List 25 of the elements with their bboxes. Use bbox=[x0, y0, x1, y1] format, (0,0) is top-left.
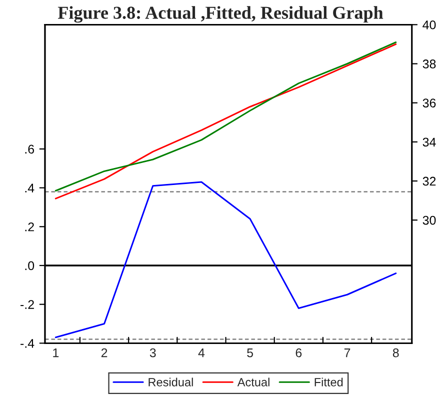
legend-label: Residual bbox=[148, 378, 193, 386]
y2-tick-label: 36 bbox=[422, 98, 436, 108]
x-tick-label: 3 bbox=[150, 348, 156, 358]
legend-label: Fitted bbox=[314, 378, 343, 386]
y2-tick-label: 30 bbox=[422, 216, 436, 225]
y-tick-label: .2 bbox=[25, 222, 34, 232]
y-tick-label: -.4 bbox=[20, 339, 34, 348]
chart-title: Figure 3.8: Actual ,Fitted, Residual Graph bbox=[58, 6, 384, 23]
y2-tick-label: 32 bbox=[422, 176, 436, 186]
x-tick-label: 8 bbox=[392, 348, 399, 358]
x-tick-label: 6 bbox=[296, 348, 302, 358]
line-series bbox=[54, 181, 397, 338]
legend-label: Actual bbox=[237, 378, 270, 386]
x-tick-label: 4 bbox=[198, 348, 205, 358]
y-tick-label: .0 bbox=[25, 261, 34, 270]
y-tick-label: -.2 bbox=[20, 300, 34, 309]
x-tick-label: 5 bbox=[247, 348, 254, 358]
y2-tick-label: 38 bbox=[422, 60, 436, 68]
x-tick-label: 1 bbox=[53, 348, 59, 358]
x-tick-label: 2 bbox=[101, 348, 108, 358]
x-tick-label: 7 bbox=[344, 348, 350, 358]
y-tick-label: .4 bbox=[25, 184, 34, 192]
y-tick-label: .6 bbox=[25, 144, 34, 154]
y2-tick-label: 34 bbox=[422, 138, 436, 147]
y2-tick-label: 40 bbox=[422, 20, 436, 30]
